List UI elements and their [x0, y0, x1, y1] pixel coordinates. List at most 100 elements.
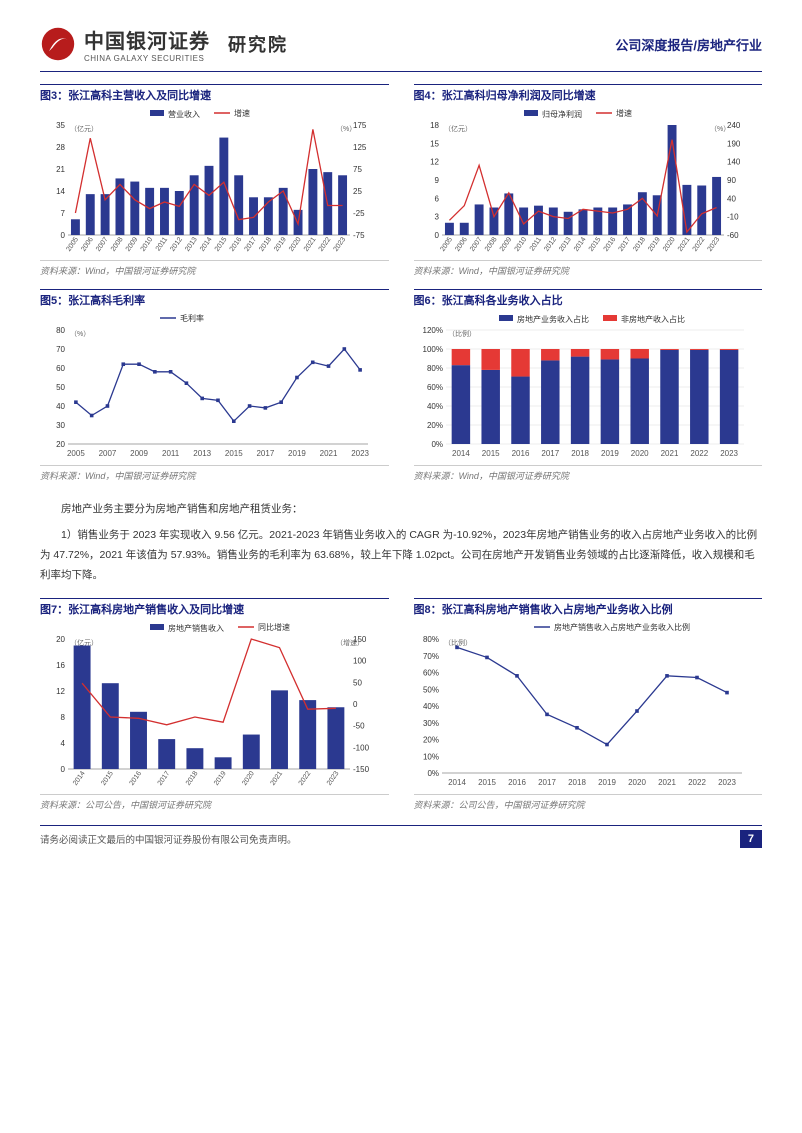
svg-text:2023: 2023: [720, 449, 738, 458]
svg-text:2006: 2006: [80, 236, 95, 253]
svg-text:20%: 20%: [426, 421, 442, 430]
svg-text:2008: 2008: [483, 236, 498, 253]
chart7: 房地产销售收入同比增速048121620（亿元）-150-100-5005010…: [40, 621, 380, 791]
svg-text:2010: 2010: [140, 236, 155, 253]
svg-text:2014: 2014: [572, 236, 587, 253]
svg-text:2018: 2018: [632, 236, 647, 253]
svg-text:2021: 2021: [320, 449, 338, 458]
svg-text:40: 40: [727, 194, 736, 203]
svg-text:0: 0: [434, 231, 439, 240]
svg-text:120%: 120%: [422, 326, 442, 335]
svg-text:18: 18: [430, 121, 439, 130]
svg-text:2019: 2019: [273, 236, 288, 253]
svg-text:0%: 0%: [431, 440, 443, 449]
svg-text:125: 125: [353, 143, 367, 152]
svg-text:190: 190: [727, 139, 741, 148]
svg-text:2015: 2015: [225, 449, 243, 458]
logo-cn: 中国银河证券: [84, 25, 210, 54]
svg-text:2023: 2023: [326, 770, 341, 787]
page-footer: 请务必阅读正文最后的中国银河证券股份有限公司免责声明。 7: [40, 825, 762, 848]
svg-text:-60: -60: [727, 231, 739, 240]
svg-text:2021: 2021: [303, 236, 318, 253]
svg-text:2007: 2007: [99, 449, 117, 458]
svg-text:2016: 2016: [508, 778, 526, 787]
svg-text:2010: 2010: [513, 236, 528, 253]
svg-text:14: 14: [56, 187, 65, 196]
logo-en: CHINA GALAXY SECURITIES: [84, 54, 210, 63]
svg-text:同比增速: 同比增速: [258, 622, 290, 632]
svg-text:3: 3: [434, 213, 439, 222]
svg-text:2009: 2009: [498, 236, 513, 253]
svg-text:90: 90: [727, 176, 736, 185]
chart7-source: 资料来源：公司公告，中国银河证券研究院: [40, 794, 389, 811]
svg-text:2018: 2018: [568, 778, 586, 787]
svg-text:归母净利润: 归母净利润: [542, 109, 582, 119]
svg-text:60%: 60%: [426, 383, 442, 392]
svg-text:2006: 2006: [454, 236, 469, 253]
header-right: 公司深度报告/房地产行业: [615, 35, 762, 54]
svg-text:28: 28: [56, 143, 65, 152]
chart3-title: 图3：张江高科主营收入及同比增速: [40, 87, 389, 103]
svg-text:2022: 2022: [690, 449, 708, 458]
chart4: 归母净利润增速0369121518（亿元）-60-104090140190240…: [414, 107, 754, 257]
svg-text:2009: 2009: [130, 449, 148, 458]
svg-text:2021: 2021: [676, 236, 691, 253]
svg-text:21: 21: [56, 165, 65, 174]
svg-text:2007: 2007: [469, 236, 484, 253]
svg-text:0: 0: [61, 765, 66, 774]
svg-text:4: 4: [61, 739, 66, 748]
svg-text:-50: -50: [353, 721, 365, 730]
svg-text:2017: 2017: [256, 449, 274, 458]
svg-text:2005: 2005: [65, 236, 80, 253]
svg-text:2020: 2020: [288, 236, 303, 253]
svg-text:2018: 2018: [258, 236, 273, 253]
svg-text:20: 20: [56, 635, 65, 644]
svg-text:16: 16: [56, 661, 65, 670]
svg-text:2022: 2022: [691, 236, 706, 253]
svg-text:（增速）: （增速）: [336, 638, 364, 647]
chart8-source: 资料来源：公司公告，中国银河证券研究院: [414, 794, 763, 811]
svg-text:40%: 40%: [426, 402, 442, 411]
body-p2: 1）销售业务于 2023 年实现收入 9.56 亿元。2021-2023 年销售…: [40, 526, 762, 586]
svg-text:2014: 2014: [452, 449, 470, 458]
svg-text:2012: 2012: [169, 236, 184, 253]
svg-text:80%: 80%: [422, 635, 438, 644]
svg-text:2018: 2018: [571, 449, 589, 458]
svg-text:2021: 2021: [658, 778, 676, 787]
chart4-title: 图4：张江高科归母净利润及同比增速: [414, 87, 763, 103]
svg-text:2023: 2023: [333, 236, 348, 253]
svg-text:2013: 2013: [558, 236, 573, 253]
svg-text:2014: 2014: [72, 770, 87, 787]
svg-text:增速: 增速: [616, 108, 632, 118]
svg-text:-25: -25: [353, 209, 365, 218]
svg-text:0: 0: [353, 700, 358, 709]
svg-text:70: 70: [56, 345, 65, 354]
svg-text:70%: 70%: [422, 652, 438, 661]
chart4-source: 资料来源：Wind，中国银河证券研究院: [414, 260, 763, 277]
svg-text:2020: 2020: [241, 770, 256, 787]
chart6: 房地产业务收入占比非房地产收入占比0%20%40%60%80%100%120%（…: [414, 312, 754, 462]
svg-text:140: 140: [727, 158, 741, 167]
logo-block: 中国银河证券 CHINA GALAXY SECURITIES 研究院: [40, 25, 288, 63]
svg-text:2011: 2011: [155, 236, 169, 252]
svg-text:2005: 2005: [439, 236, 454, 253]
svg-text:10%: 10%: [422, 752, 438, 761]
svg-text:12: 12: [430, 158, 439, 167]
svg-text:非房地产收入占比: 非房地产收入占比: [621, 314, 685, 324]
dept-label: 研究院: [228, 31, 288, 57]
svg-text:75: 75: [353, 165, 362, 174]
svg-text:2019: 2019: [601, 449, 619, 458]
svg-text:100: 100: [353, 656, 367, 665]
svg-text:（%）: （%）: [336, 125, 356, 133]
svg-text:2019: 2019: [598, 778, 616, 787]
svg-text:2011: 2011: [528, 236, 542, 252]
svg-text:2017: 2017: [538, 778, 556, 787]
logo-icon: [40, 26, 76, 62]
chart6-box: 图6：张江高科各业务收入占比 房地产业务收入占比非房地产收入占比0%20%40%…: [414, 289, 763, 482]
chart8-title: 图8：张江高科房地产销售收入占房地产业务收入比例: [414, 601, 763, 617]
svg-text:2023: 2023: [706, 236, 721, 253]
svg-text:25: 25: [353, 187, 362, 196]
svg-text:房地产销售收入占房地产业务收入比例: 房地产销售收入占房地产业务收入比例: [554, 622, 690, 632]
svg-text:毛利率: 毛利率: [180, 313, 204, 323]
svg-text:（比例）: （比例）: [448, 329, 476, 338]
